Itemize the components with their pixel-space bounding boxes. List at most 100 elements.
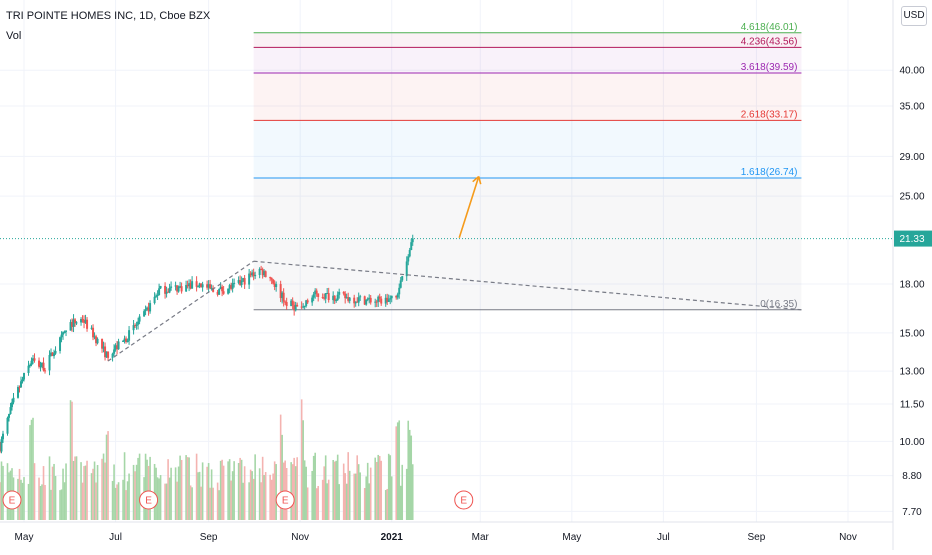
candle-body: [179, 286, 182, 288]
candle-body: [332, 295, 335, 301]
volume-bar: [324, 455, 327, 520]
volume-bar: [65, 463, 67, 520]
volume-bar: [269, 474, 271, 520]
volume-bar: [101, 458, 103, 520]
volume-bar: [227, 461, 229, 520]
candle-body: [95, 336, 98, 344]
candle-body: [279, 284, 282, 299]
volume-bar: [233, 461, 235, 520]
candle-body: [390, 295, 393, 299]
volume-bar: [335, 460, 337, 520]
volume-bar: [123, 452, 126, 520]
candle-body: [324, 293, 327, 299]
candle-body: [306, 300, 309, 303]
x-tick-label: Nov: [291, 532, 309, 543]
volume-bar: [347, 452, 349, 520]
candle-body: [153, 296, 156, 304]
candle-body: [125, 338, 128, 342]
candle-body: [411, 238, 414, 243]
volume-bar: [174, 467, 177, 520]
volume-bar: [342, 463, 345, 520]
candle-body: [126, 340, 129, 342]
volume-bar: [377, 454, 380, 520]
candle-body: [233, 282, 236, 284]
volume-bar: [50, 489, 52, 520]
volume-indicator-label[interactable]: Vol: [6, 30, 22, 42]
x-tick-label: Jul: [657, 532, 670, 543]
candle-body: [216, 291, 219, 295]
candle-body: [347, 297, 350, 301]
candle-body: [317, 293, 320, 297]
volume-bar: [315, 488, 318, 520]
candle-body: [408, 250, 411, 257]
candle-body: [336, 294, 339, 301]
volume-bar: [185, 455, 187, 520]
volume-bar: [93, 461, 96, 520]
volume-bar: [71, 401, 73, 520]
price-axis: [893, 0, 932, 550]
volume-bar: [218, 490, 220, 520]
volume-bar: [33, 463, 36, 520]
candle-body: [105, 351, 108, 358]
candle-body: [63, 331, 66, 333]
candle-body: [365, 299, 368, 305]
volume-bar: [300, 399, 303, 520]
candle-body: [189, 283, 192, 289]
candle-body: [176, 285, 179, 292]
projection-arrow: [458, 176, 480, 238]
volume-bar: [155, 467, 157, 520]
candle-body: [228, 285, 231, 289]
candle-body: [9, 407, 12, 415]
candle-body: [74, 319, 77, 323]
volume-bar: [102, 453, 105, 520]
volume-bar: [411, 464, 414, 520]
candle-body: [135, 324, 138, 326]
volume-bar: [365, 476, 368, 520]
volume-bar: [375, 461, 378, 520]
volume-bar: [153, 463, 156, 520]
candle-body: [0, 439, 3, 452]
volume-bar: [128, 473, 130, 520]
candle-body: [137, 321, 140, 325]
volume-bar: [189, 485, 192, 520]
volume-bar: [395, 426, 398, 520]
candle-body: [8, 414, 11, 418]
volume-bar: [197, 472, 199, 520]
fib-level-label: 4.618(46.01): [741, 22, 798, 33]
candle-body: [389, 298, 392, 300]
volume-bar: [42, 466, 45, 520]
volume-bar: [27, 483, 30, 520]
fib-level-label: 1.618(26.74): [741, 167, 798, 178]
volume-bar: [104, 462, 106, 520]
volume-bar: [200, 486, 202, 520]
candle-body: [54, 350, 57, 354]
candle-body: [144, 309, 147, 312]
volume-bar: [135, 464, 138, 520]
volume-bar: [105, 434, 108, 520]
candle-body: [138, 316, 141, 322]
candle-body: [155, 295, 158, 297]
candle-body: [143, 311, 146, 317]
candle-body: [399, 280, 402, 288]
volume-bar: [279, 414, 282, 520]
volume-bar: [69, 400, 72, 520]
volume-bar: [399, 485, 402, 520]
candle-body: [212, 287, 215, 292]
volume-bar: [72, 460, 75, 520]
y-tick-label: 25.00: [899, 192, 924, 203]
y-tick-label: 35.00: [899, 101, 924, 112]
volume-bar: [113, 464, 115, 520]
volume-bar: [177, 466, 180, 520]
candles: [0, 234, 414, 454]
fib-level-label: 2.618(33.17): [741, 109, 798, 120]
volume-bar: [212, 487, 214, 520]
volume-bar: [321, 479, 324, 520]
volume-bar: [296, 457, 298, 520]
candle-body: [39, 366, 42, 368]
volume-bar: [348, 470, 351, 520]
candle-body: [111, 353, 114, 358]
currency-button[interactable]: USD: [901, 6, 927, 26]
candle-body: [375, 301, 378, 303]
chart-title: TRI POINTE HOMES INC, 1D, Cboe BZX: [6, 10, 211, 22]
